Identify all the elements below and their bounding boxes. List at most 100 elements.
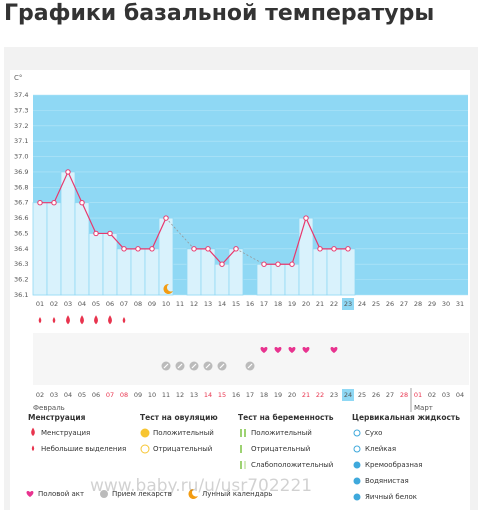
calendar-date: 04 <box>456 391 464 399</box>
bar <box>74 202 90 296</box>
legend-label: Половой акт <box>38 490 84 498</box>
x-tick-label: 20 <box>302 300 310 308</box>
calendar-date: 16 <box>232 391 240 399</box>
point <box>37 199 43 206</box>
x-tick-label: 24 <box>358 300 366 308</box>
bar <box>130 248 146 296</box>
calendar-date: 02 <box>428 391 436 399</box>
month-label: Март <box>414 404 433 412</box>
highlight-date <box>342 389 354 401</box>
bar <box>102 233 118 296</box>
point <box>205 246 211 252</box>
y-tick-label: 36.6 <box>14 214 28 222</box>
calendar-date: 21 <box>302 391 310 399</box>
point <box>107 230 113 237</box>
point <box>79 199 85 206</box>
bar <box>312 248 328 296</box>
point <box>163 215 169 221</box>
legend-icon <box>100 490 108 498</box>
legend-icon <box>353 429 361 437</box>
point <box>219 261 225 267</box>
x-tick-label: 21 <box>316 300 324 308</box>
x-tick-label: 15 <box>232 300 240 308</box>
x-tick-label: 29 <box>428 300 436 308</box>
x-tick-label: 30 <box>442 300 450 308</box>
y-tick-label: 37.0 <box>14 153 28 161</box>
bar <box>144 248 160 296</box>
y-tick-label: 36.5 <box>14 229 28 237</box>
calendar-date: 01 <box>414 391 422 399</box>
point <box>275 261 281 267</box>
legend-label: Положительный <box>153 429 214 437</box>
legend-label: Водянистая <box>365 477 409 485</box>
legend-title: Тест на овуляцию <box>140 413 218 422</box>
drop-icon <box>122 317 126 324</box>
pill-mark <box>163 363 169 369</box>
calendar-date: 07 <box>106 391 114 399</box>
legend-icon <box>140 444 150 454</box>
bar <box>200 248 216 296</box>
bar <box>228 248 244 296</box>
y-tick-label: 36.2 <box>14 276 28 284</box>
legend-label: Яичный белок <box>365 493 417 501</box>
point <box>51 199 57 206</box>
legend-icon <box>353 461 361 469</box>
point <box>93 230 99 237</box>
x-tick-label: 25 <box>372 300 380 308</box>
y-axis-label: C° <box>14 74 22 82</box>
y-tick-label: 37.3 <box>14 106 28 114</box>
y-tick-label: 37.1 <box>14 137 28 145</box>
x-tick-label: 18 <box>274 300 282 308</box>
legend-label: Менструация <box>41 429 90 437</box>
y-tick-label: 36.4 <box>14 245 28 253</box>
heart-icon <box>274 346 282 353</box>
point <box>135 246 141 252</box>
pill-mark <box>177 363 183 369</box>
x-tick-label: 10 <box>162 300 170 308</box>
calendar-date: 19 <box>274 391 282 399</box>
calendar-date: 08 <box>120 391 128 399</box>
x-tick-label: 06 <box>106 300 114 308</box>
y-tick-label: 37.4 <box>14 91 28 99</box>
calendar-date: 09 <box>134 391 142 399</box>
heart-icon <box>288 346 296 353</box>
legend-label: Небольшие выделения <box>41 445 126 453</box>
highlight-day <box>342 298 354 310</box>
temperature-line <box>194 248 237 266</box>
x-tick-label: 09 <box>148 300 156 308</box>
calendar-date: 15 <box>218 391 226 399</box>
point <box>289 261 295 267</box>
pill-mark <box>191 363 197 369</box>
legend-title: Менструация <box>28 413 86 422</box>
bar <box>270 263 286 296</box>
drop-icon <box>80 315 84 325</box>
legend-icon <box>31 427 35 436</box>
legend-label: Лунный календарь <box>202 490 272 498</box>
calendar-date: 03 <box>50 391 58 399</box>
x-tick-label: 31 <box>456 300 464 308</box>
chart-title: Графики базальной температуры <box>4 1 434 26</box>
x-tick-label: 07 <box>120 300 128 308</box>
drop-icon <box>38 317 42 324</box>
legend-label: Положительный <box>251 429 312 437</box>
y-tick-label: 36.1 <box>14 291 28 299</box>
drop-icon <box>108 315 112 325</box>
heart-icon <box>330 346 338 353</box>
calendar-date: 23 <box>330 391 338 399</box>
point <box>261 261 267 267</box>
y-tick-label: 36.7 <box>14 199 28 207</box>
gap-connector <box>165 217 195 250</box>
calendar-date: 03 <box>442 391 450 399</box>
x-tick-label: 05 <box>92 300 100 308</box>
x-tick-label: 17 <box>260 300 268 308</box>
calendar-date: 04 <box>64 391 72 399</box>
x-tick-label: 23 <box>344 300 352 308</box>
point <box>121 246 127 252</box>
x-tick-label: 08 <box>134 300 142 308</box>
point <box>331 246 337 252</box>
point <box>65 169 71 175</box>
calendar-date: 14 <box>204 391 212 399</box>
x-tick-label: 11 <box>176 300 184 308</box>
calendar-date: 06 <box>92 391 100 399</box>
legend-icon <box>353 493 361 501</box>
